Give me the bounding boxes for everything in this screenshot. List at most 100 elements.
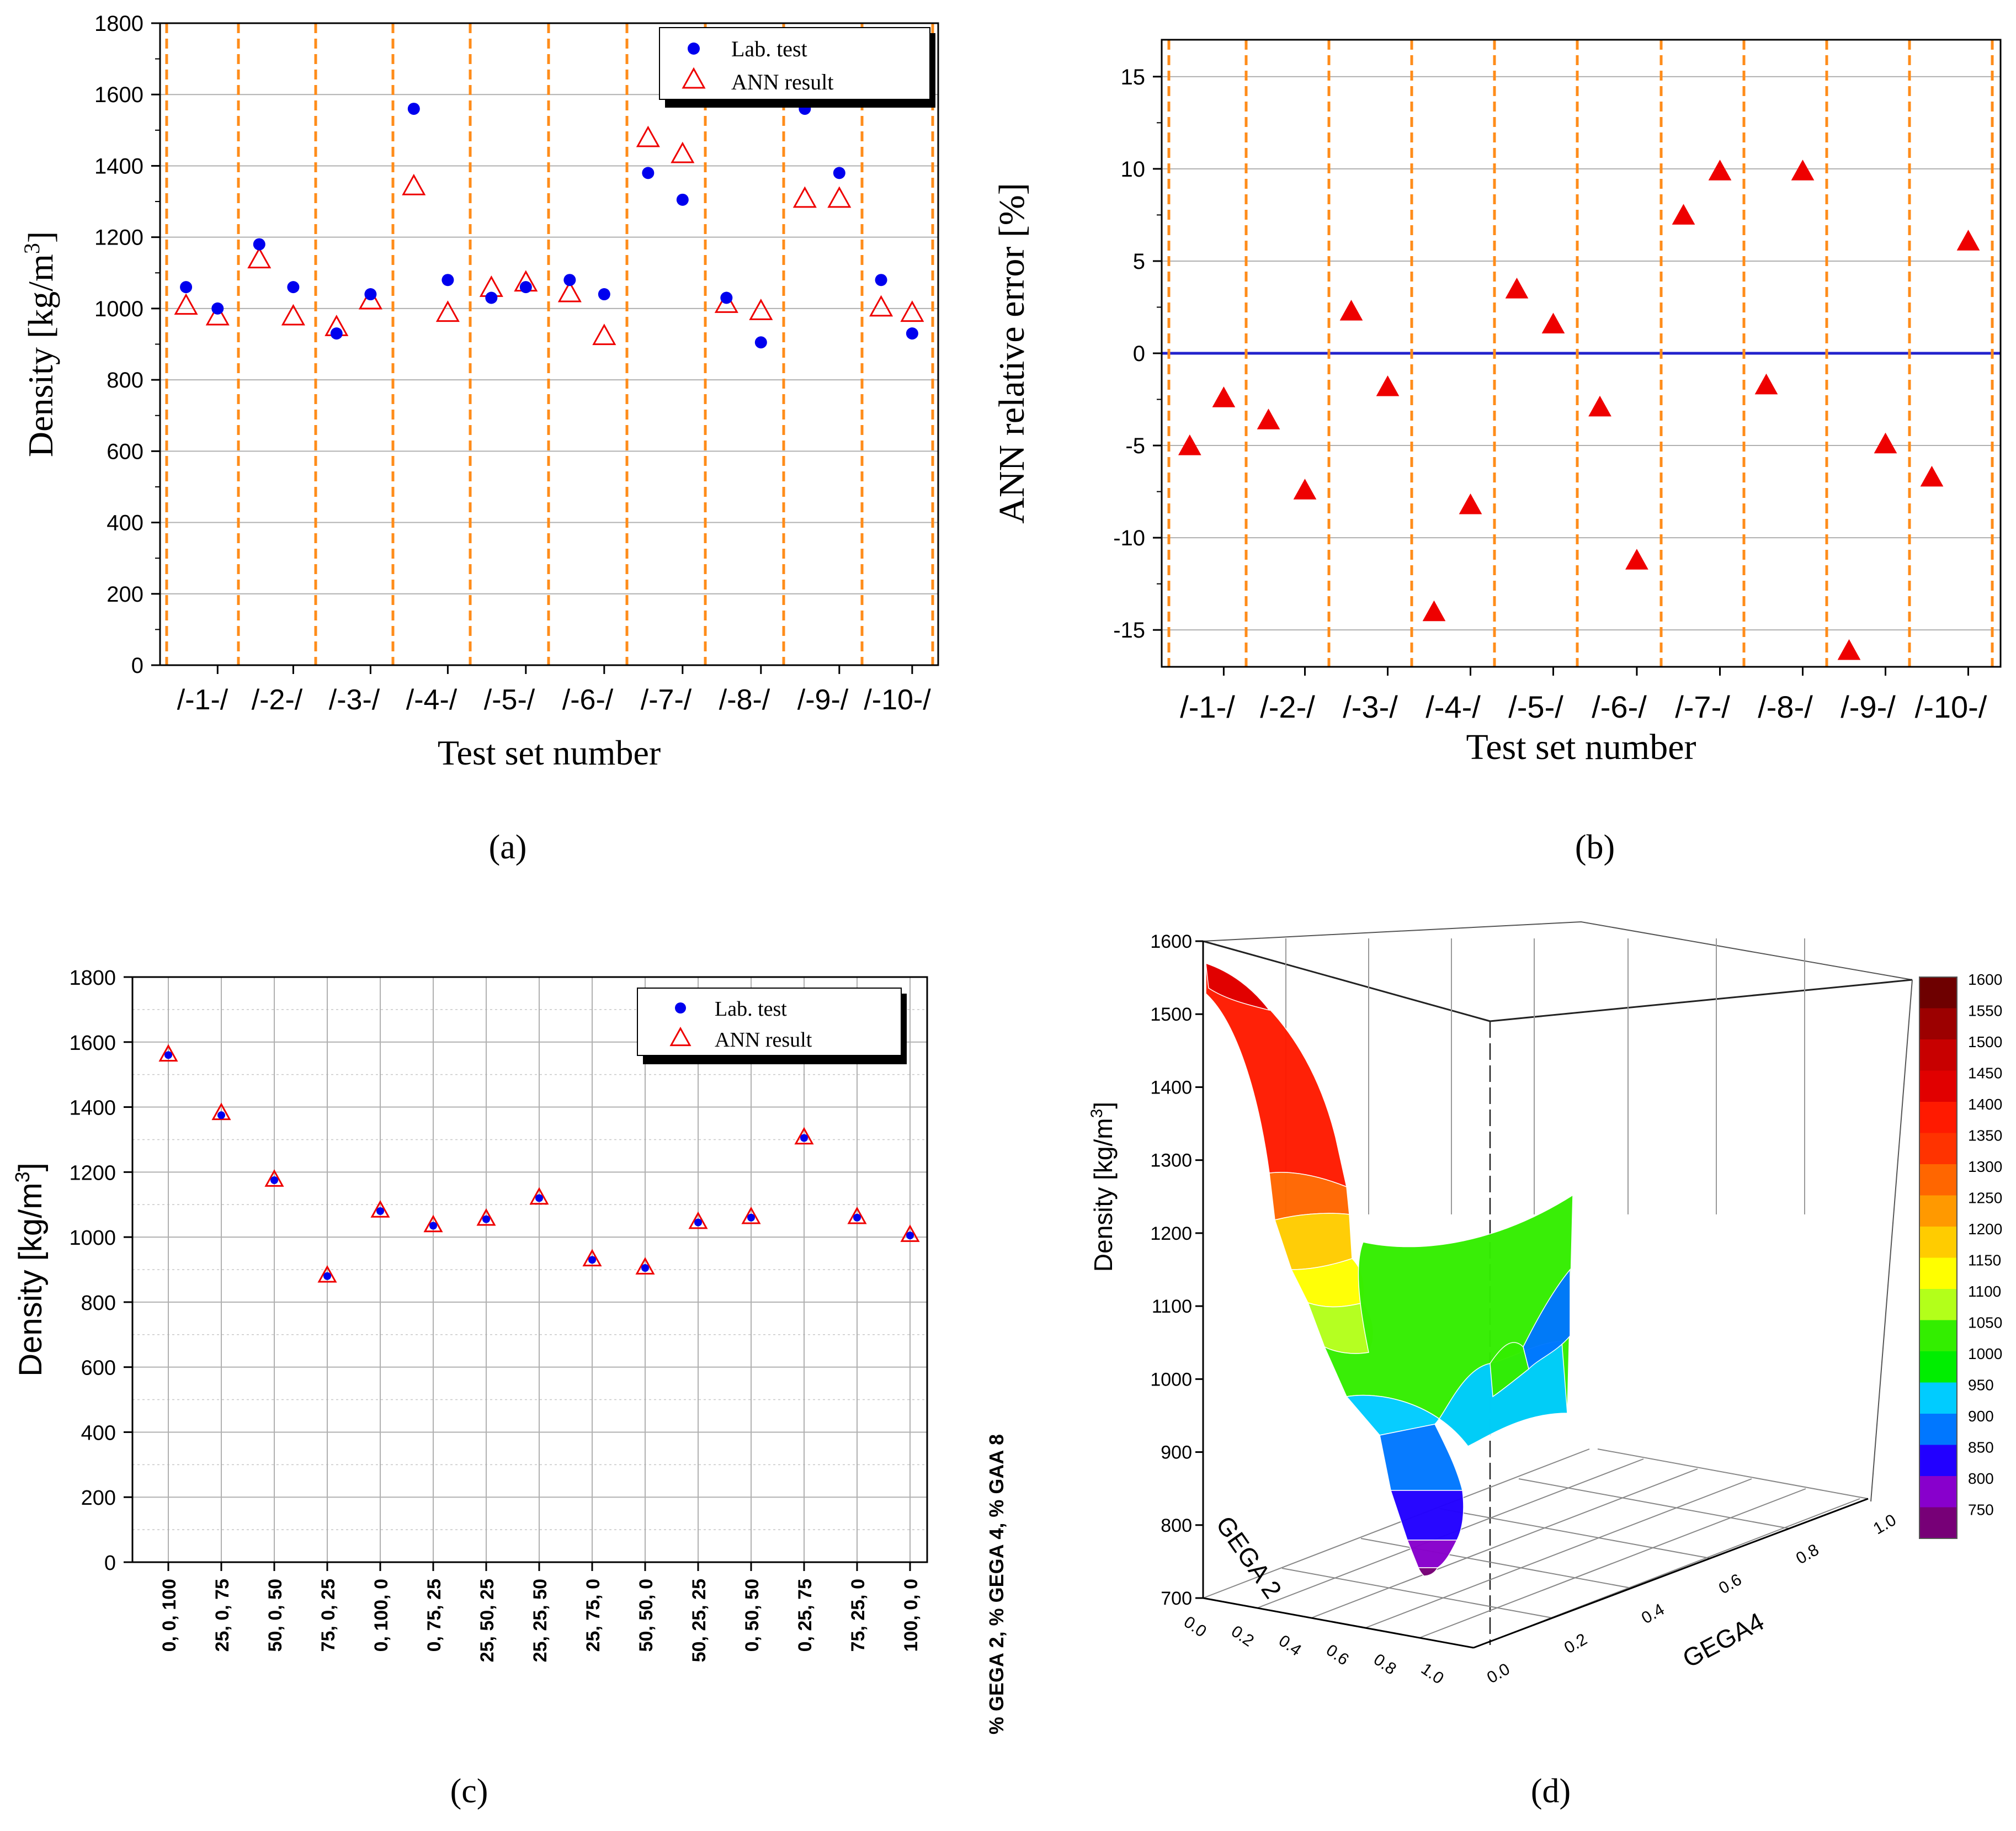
lab-test-point (535, 1194, 543, 1202)
ann-result-point (688, 1211, 708, 1229)
x-tick-label: 0.6 (1323, 1641, 1352, 1669)
error-point (1956, 230, 1980, 251)
y-tick-label: 1200 (94, 226, 143, 250)
x-tick-label: 1.0 (1418, 1660, 1447, 1688)
error-point (1541, 312, 1565, 334)
panel-d-chart: 700 800 900 1000 1100 1200 1300 1400 1500 1600 Den… (1088, 921, 2002, 1688)
y-tick-label: 200 (81, 1487, 116, 1510)
ann-result-point (435, 300, 460, 322)
floor-grid-line (1281, 1568, 1553, 1618)
legend-ann-marker (682, 67, 706, 89)
x-category-label: /-4-/ (406, 684, 458, 716)
colorbar-swatch (1919, 1445, 1957, 1476)
colorbar-label: 1050 (1968, 1314, 2002, 1331)
ann-result-point (158, 1044, 178, 1062)
y-tick-label: 0.8 (1793, 1541, 1822, 1568)
floor-grid-line (1360, 1538, 1632, 1589)
ann-result-point (900, 1224, 920, 1242)
legend-lab-label: Lab. test (715, 997, 787, 1021)
z-tick-label: 700 (1161, 1588, 1192, 1609)
colorbar-label: 1450 (1968, 1065, 2002, 1082)
colorbar-swatch (1919, 1414, 1957, 1445)
x-category-label: 25, 50, 25 (477, 1579, 498, 1662)
ann-result-point (749, 299, 773, 320)
floor-grid-line (1365, 1478, 1752, 1628)
superscript: 3 (11, 1171, 34, 1182)
z-axis-label: Density [kg/m3] (1088, 1102, 1118, 1272)
lab-test-point (598, 288, 610, 301)
lab-test-point (754, 336, 767, 349)
x-tick-label: 0.8 (1370, 1650, 1400, 1679)
x-category-label: 0, 75, 25 (424, 1579, 445, 1652)
y-tick-label: 1800 (69, 967, 116, 990)
y-tick-label: 15 (1121, 65, 1146, 89)
ann-result-point (211, 1102, 231, 1121)
error-point (1257, 408, 1280, 429)
lab-test-point (482, 1215, 490, 1223)
error-point (1672, 204, 1695, 225)
floor-grid-line (1203, 1448, 1590, 1599)
lab-test-point (588, 1256, 596, 1264)
x-category-label: /-6-/ (1592, 689, 1647, 724)
plot-frame (131, 976, 928, 1563)
x-category-label: /-3-/ (329, 684, 380, 716)
ann-result-point (582, 1249, 602, 1267)
lab-test-point (519, 281, 532, 294)
x-category-label: /-8-/ (1758, 689, 1813, 724)
ann-result-point (402, 173, 426, 195)
floor-grid-line (1518, 1478, 1790, 1529)
superscript: 3 (19, 243, 44, 254)
colorbar-label: 1200 (1968, 1220, 2002, 1238)
x-axis-label: Test set number (1466, 727, 1696, 767)
box-right-edge (1870, 979, 1913, 1502)
x-category-label: /-10-/ (1915, 689, 1987, 724)
lab-test-point (676, 193, 689, 206)
lab-test-point (429, 1222, 437, 1230)
colorbar-swatch (1919, 977, 1957, 1009)
lab-test-point (853, 1213, 861, 1222)
colorbar-swatch (1919, 1382, 1957, 1414)
colorbar-label: 750 (1968, 1501, 1994, 1519)
y-tick-label: 0.2 (1561, 1630, 1591, 1657)
y-tick-label: 800 (107, 368, 143, 392)
y-tick-label: 600 (81, 1357, 116, 1380)
lab-test-point (833, 167, 845, 179)
y-axis-label: Density [kg/m3] (19, 231, 60, 457)
surface-band-850 (1406, 1540, 1458, 1568)
x-category-label: /-3-/ (1343, 689, 1398, 724)
ann-result-point (741, 1206, 761, 1224)
lab-test-point (906, 1232, 914, 1240)
colorbar-swatch (1919, 1133, 1957, 1164)
ann-result-point (205, 304, 230, 326)
error-point (1625, 549, 1648, 570)
ann-result-point (714, 291, 738, 313)
y-tick-label: 1000 (94, 297, 143, 321)
y-tick-label: 1200 (69, 1161, 116, 1185)
colorbar-label: 1500 (1968, 1033, 2002, 1050)
lab-test-point (875, 274, 887, 286)
legend-ann-label: ANN result (731, 70, 834, 94)
ann-result-point (794, 1127, 814, 1145)
legend-lab-marker (675, 1002, 686, 1013)
colorbar-swatch (1919, 1476, 1957, 1508)
colorbar-swatch (1919, 1039, 1957, 1071)
y-tick-label: 0.6 (1716, 1570, 1745, 1598)
box-top-right-edge (1490, 979, 1913, 1022)
ann-result-point (529, 1187, 549, 1205)
bracket: ] (21, 231, 60, 243)
x-category-label: 0, 0, 100 (159, 1579, 180, 1652)
error-point (1376, 375, 1400, 396)
error-point (1791, 160, 1815, 181)
x-tick-label: 0.4 (1275, 1632, 1305, 1660)
surface-band-950 (1379, 1424, 1463, 1491)
legend-ann-label: ANN result (715, 1028, 812, 1052)
x-category-label: /-8-/ (719, 684, 770, 716)
ann-result-point (792, 186, 817, 208)
x-category-label: /-2-/ (252, 684, 303, 716)
y-tick-label: 1.0 (1870, 1511, 1900, 1538)
x-axis-line (1203, 1597, 1474, 1649)
colorbar-label: 850 (1968, 1439, 1994, 1456)
x-category-label: 0, 50, 50 (742, 1579, 763, 1652)
y-tick-label: 400 (107, 511, 143, 535)
legend-lab-label: Lab. test (731, 36, 807, 61)
